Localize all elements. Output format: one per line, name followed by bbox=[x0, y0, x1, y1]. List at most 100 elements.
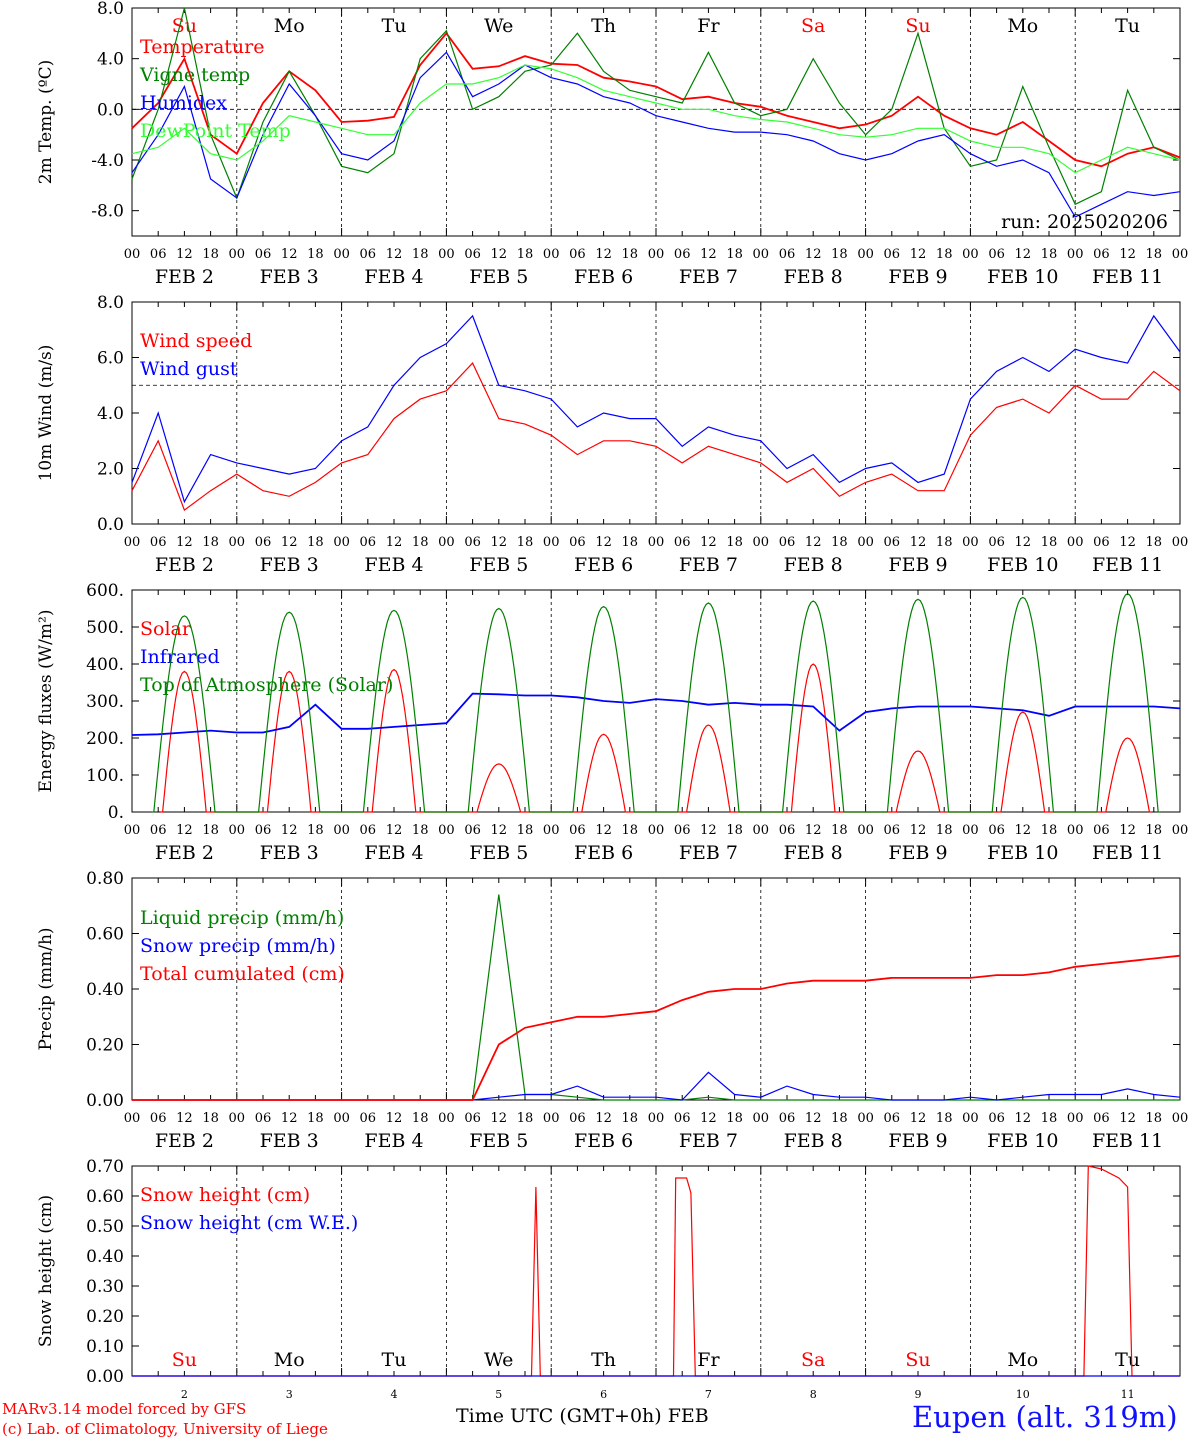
hour-tick-label: 18 bbox=[831, 247, 848, 262]
panel-2: 8.0 6.0 4.0 2.0 0.0 10m Wind (m/s) 00 06 12 18 FEB… bbox=[36, 293, 1188, 576]
hour-tick-label: 12 bbox=[1119, 535, 1136, 550]
y-tick-label: 0.40 bbox=[86, 1247, 124, 1267]
weekday-label: Sa bbox=[801, 15, 825, 37]
legend-entry: Wind gust bbox=[140, 358, 238, 380]
legend-entry: Wind speed bbox=[140, 330, 252, 352]
y-tick-label: 4.0 bbox=[97, 404, 124, 424]
series-line-3 bbox=[131, 51, 1181, 218]
date-label: FEB 9 bbox=[888, 554, 947, 576]
hour-tick-label: 06 bbox=[150, 535, 167, 550]
day-number-label: 6 bbox=[600, 1388, 607, 1401]
hour-tick-label: 18 bbox=[726, 535, 743, 550]
date-label: FEB 7 bbox=[679, 1130, 738, 1152]
y-tick-label: 0.10 bbox=[86, 1337, 124, 1357]
day-number-label: 2 bbox=[181, 1388, 188, 1401]
y-tick-label: 400. bbox=[86, 655, 124, 675]
hour-tick-label: 00 bbox=[229, 535, 246, 550]
copyright-credit: (c) Lab. of Climatology, University of L… bbox=[2, 1420, 328, 1438]
weekday-label: Su bbox=[172, 15, 197, 37]
date-label: FEB 11 bbox=[1092, 554, 1163, 576]
hour-tick-label: 12 bbox=[595, 247, 612, 262]
legend-entry: Vigne temp bbox=[139, 64, 250, 86]
hour-tick-label: 06 bbox=[884, 1111, 901, 1126]
legend-entry: Top of Atmosphere (Solar) bbox=[140, 674, 393, 696]
date-label: FEB 5 bbox=[469, 1130, 528, 1152]
hour-tick-label: 12 bbox=[910, 535, 927, 550]
date-label: FEB 10 bbox=[987, 554, 1058, 576]
date-label: FEB 3 bbox=[260, 1130, 319, 1152]
time-axis-label: Time UTC (GMT+0h) FEB bbox=[456, 1405, 709, 1427]
date-label: FEB 5 bbox=[469, 266, 528, 288]
hour-tick-label: 00 bbox=[648, 247, 665, 262]
y-tick-label: 500. bbox=[86, 618, 124, 638]
date-label: FEB 2 bbox=[155, 554, 214, 576]
legend-entry: Snow height (cm) bbox=[140, 1184, 310, 1206]
date-label: FEB 6 bbox=[574, 1130, 633, 1152]
hour-tick-label: 06 bbox=[1093, 823, 1110, 838]
hour-tick-label: 18 bbox=[307, 1111, 324, 1126]
hour-tick-label: 00 bbox=[753, 247, 770, 262]
hour-tick-label: 06 bbox=[255, 823, 272, 838]
series-line-3 bbox=[132, 954, 1181, 1101]
y-tick-label: 0.00 bbox=[86, 1367, 124, 1387]
hour-tick-label: 18 bbox=[202, 1111, 219, 1126]
y-tick-label: 300. bbox=[86, 692, 124, 712]
date-label: FEB 11 bbox=[1092, 266, 1163, 288]
date-label: FEB 8 bbox=[784, 842, 843, 864]
date-label: FEB 8 bbox=[784, 1130, 843, 1152]
date-label: FEB 9 bbox=[888, 842, 947, 864]
series-line-2 bbox=[131, 314, 1181, 504]
weekday-label: Mo bbox=[1007, 15, 1038, 37]
day-number-label: 10 bbox=[1016, 1388, 1030, 1401]
hour-tick-label: 12 bbox=[595, 1111, 612, 1126]
hour-tick-label: 00 bbox=[229, 247, 246, 262]
hour-tick-label: 12 bbox=[281, 247, 298, 262]
series-line-2 bbox=[131, 692, 1181, 736]
hour-tick-label: 00 bbox=[962, 535, 979, 550]
hour-tick-label: 18 bbox=[726, 823, 743, 838]
date-label: FEB 9 bbox=[888, 1130, 947, 1152]
hour-tick-label: 18 bbox=[202, 823, 219, 838]
weekday-label: Fr bbox=[697, 1349, 720, 1371]
series-line-1 bbox=[131, 31, 1181, 168]
hour-tick-label: 12 bbox=[1015, 823, 1032, 838]
hour-tick-label: 12 bbox=[805, 535, 822, 550]
legend-entry: Snow precip (mm/h) bbox=[140, 935, 336, 957]
date-label: FEB 4 bbox=[364, 1130, 423, 1152]
hour-tick-label: 06 bbox=[150, 823, 167, 838]
hour-tick-label: 06 bbox=[464, 1111, 481, 1126]
hour-tick-label: 12 bbox=[910, 247, 927, 262]
hour-tick-label: 00 bbox=[438, 535, 455, 550]
hour-tick-label: 06 bbox=[674, 535, 691, 550]
weekday-label: Th bbox=[591, 1349, 616, 1371]
y-axis-label: 2m Temp. (ºC) bbox=[36, 60, 56, 185]
hour-tick-label: 06 bbox=[674, 1111, 691, 1126]
weekday-label: Sa bbox=[801, 1349, 825, 1371]
hour-tick-label: 06 bbox=[569, 1111, 586, 1126]
hour-tick-label: 00 bbox=[1172, 1111, 1189, 1126]
date-label: FEB 9 bbox=[888, 266, 947, 288]
panel-4: 0.80 0.60 0.40 0.20 0.00 Precip (mm/h) 00 06 12 1… bbox=[36, 869, 1188, 1152]
hour-tick-label: 00 bbox=[124, 247, 141, 262]
panel-3: 600. 500. 400. 300. 200. 100. 0. Energy fluxes … bbox=[36, 581, 1188, 864]
hour-tick-label: 06 bbox=[988, 823, 1005, 838]
hour-tick-label: 18 bbox=[622, 823, 639, 838]
date-label: FEB 8 bbox=[784, 266, 843, 288]
hour-tick-label: 06 bbox=[1093, 1111, 1110, 1126]
hour-tick-label: 00 bbox=[333, 247, 350, 262]
hour-tick-label: 12 bbox=[1119, 823, 1136, 838]
hour-tick-label: 06 bbox=[884, 535, 901, 550]
y-axis-label: Energy fluxes (W/m²) bbox=[36, 610, 56, 793]
hour-tick-label: 12 bbox=[700, 247, 717, 262]
day-number-label: 9 bbox=[915, 1388, 922, 1401]
weekday-label: Mo bbox=[274, 15, 305, 37]
hour-tick-label: 12 bbox=[1015, 535, 1032, 550]
hour-tick-label: 00 bbox=[648, 823, 665, 838]
legend-entry: DewPoint Temp bbox=[140, 120, 291, 142]
y-tick-label: 2.0 bbox=[97, 460, 124, 480]
hour-tick-label: 00 bbox=[1067, 247, 1084, 262]
hour-tick-label: 18 bbox=[412, 535, 429, 550]
hour-tick-label: 06 bbox=[464, 535, 481, 550]
hour-tick-label: 06 bbox=[988, 1111, 1005, 1126]
hour-tick-label: 00 bbox=[648, 535, 665, 550]
